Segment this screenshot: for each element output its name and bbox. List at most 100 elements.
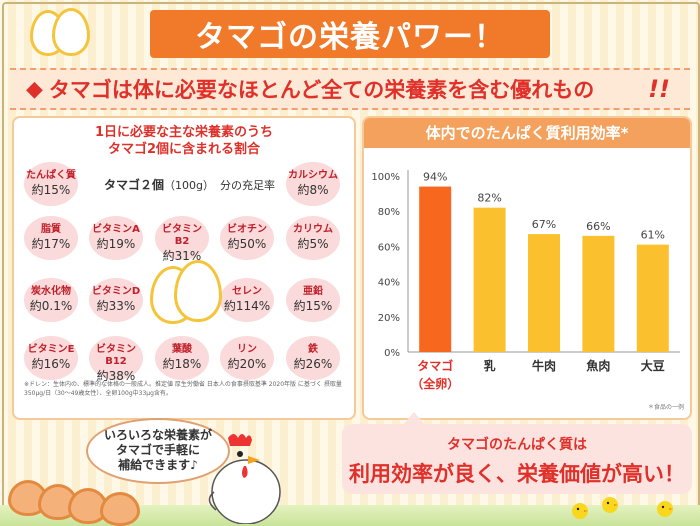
- nutrient-name: ビオチン: [227, 224, 267, 235]
- nutrient-vitamin-a: ビタミンA 約19%: [89, 216, 143, 260]
- nutrient-value: 約20%: [227, 357, 267, 371]
- nutrient-carbohydrate: 炭水化物 約0.1%: [24, 278, 78, 322]
- nutrient-value: 約0.1%: [29, 299, 73, 313]
- x-tick-label: 大豆: [641, 358, 665, 373]
- nutrient-heading-line2: タマゴ2個に含まれる割合: [107, 142, 261, 157]
- bar-value-label: 82%: [477, 192, 501, 205]
- nutrient-value: 約26%: [293, 357, 333, 371]
- protein-efficiency-panel: 体内でのたんぱく質利用効率* 0% 20% 40% 60% 80% 100% 94% タマゴ 8…: [362, 116, 692, 420]
- y-tick-label: 100%: [371, 172, 400, 183]
- chick-icon: [572, 503, 588, 519]
- chart-bar: [473, 207, 506, 352]
- speech-bubble: いろいろな栄養素が タマゴで手軽に 補給できます♪: [86, 418, 230, 484]
- x-tick-label: 魚肉: [586, 358, 610, 373]
- nutrient-name: カルシウム: [288, 170, 338, 181]
- nutrient-value: 約15%: [31, 183, 71, 197]
- diamond-icon: ◆: [26, 76, 43, 102]
- nutrient-caption: タマゴ２個（100g） 分の充足率: [104, 176, 275, 193]
- nutrient-vitamin-b12: ビタミンB12 約38%: [89, 336, 143, 383]
- speech-line3: 補給できます♪: [118, 458, 198, 472]
- chart-bar: [528, 234, 560, 352]
- nutrient-selenium: セレン 約114%: [220, 278, 274, 322]
- chart-footnote: ＊食品の一例: [647, 404, 684, 411]
- nutrient-vitamin-d: ビタミンD 約33%: [89, 278, 143, 322]
- bar-value-label: 66%: [586, 220, 610, 233]
- nutrient-value: 約18%: [162, 357, 202, 371]
- nutrient-panel: 1日に必要な主な栄養素のうち タマゴ2個に含まれる割合 タマゴ２個（100g） 分…: [12, 116, 356, 420]
- x-tick-label: 乳: [484, 358, 496, 373]
- nutrient-heading-line1: 1日に必要な主な栄養素のうち: [94, 125, 274, 140]
- nutrient-iron: 鉄 約26%: [286, 336, 340, 380]
- chick-icon: [602, 497, 618, 513]
- nutrient-value: 約50%: [227, 237, 267, 251]
- nutrient-zinc: 亜鉛 約15%: [286, 278, 340, 322]
- bar-value-label: 61%: [641, 229, 665, 242]
- nutrient-name: ビタミンE: [27, 344, 75, 355]
- x-tick-label: タマゴ: [417, 358, 453, 373]
- egg-icon: [100, 492, 140, 526]
- nutrient-value: 約8%: [297, 183, 329, 197]
- nutrient-folate: 葉酸 約18%: [155, 336, 209, 380]
- nutrient-name: ビタミンD: [91, 286, 141, 297]
- callout-line1: タマゴのたんぱく質は: [447, 437, 587, 453]
- caption-rest: 分の充足率: [220, 179, 275, 192]
- grass-strip: [0, 505, 700, 526]
- bar-value-label: 67%: [532, 218, 556, 231]
- subheading-text: タマゴは体に必要なほとんど全ての栄養素を含む優れもの: [48, 78, 595, 102]
- callout-line2: 利用効率が良く、栄養価値が高い！: [349, 462, 685, 486]
- chart-bar: [582, 235, 615, 352]
- nutrient-vitamin-b2: ビタミンB2 約31%: [155, 216, 209, 263]
- nutrient-name: セレン: [232, 286, 262, 297]
- nutrient-footnote: ※ドレン：生体内の、標準的な体格の一般成人。推定値 厚生労働省 日本人の食事摂取…: [24, 381, 342, 397]
- nutrient-vitamin-e: ビタミンE 約16%: [24, 336, 78, 380]
- callout-tail: [402, 412, 426, 426]
- caption-weight: （100g）: [164, 179, 214, 192]
- callout-box: タマゴのたんぱく質は 利用効率が良く、栄養価値が高い！: [342, 424, 692, 494]
- x-tick-label: 牛肉: [532, 358, 556, 373]
- nutrient-name: 亜鉛: [303, 286, 323, 297]
- nutrient-name: たんぱく質: [26, 170, 76, 181]
- chart-bar: [636, 244, 669, 352]
- nutrient-value: 約17%: [31, 237, 71, 251]
- page-title: タマゴの栄養パワー！: [195, 20, 505, 55]
- egg-icon: [52, 8, 90, 56]
- y-tick-label: 40%: [378, 278, 400, 289]
- x-tick-sublabel: （全卵）: [411, 376, 459, 391]
- nutrient-value: 約33%: [96, 299, 136, 313]
- caption-strong: タマゴ２個: [104, 178, 165, 192]
- subheading: ◆ タマゴは体に必要なほとんど全ての栄養素を含む優れもの !!: [10, 68, 690, 110]
- chart-title: 体内でのたんぱく質利用効率*: [364, 118, 690, 148]
- speech-line1: いろいろな栄養素が: [103, 428, 212, 442]
- nutrient-name: 炭水化物: [31, 286, 71, 297]
- chicken-icon: [208, 434, 281, 524]
- nutrient-fat: 脂質 約17%: [24, 216, 78, 260]
- nutrient-name: 脂質: [41, 224, 61, 235]
- nutrient-name: カリウム: [293, 224, 333, 235]
- nutrient-value: 約38%: [96, 369, 136, 383]
- egg-icon: [174, 260, 222, 322]
- nutrient-name: ビタミンB12: [96, 344, 136, 367]
- nutrient-potassium: カリウム 約5%: [286, 216, 340, 260]
- speech-line2: タマゴで手軽に: [115, 443, 200, 457]
- chick-icon: [657, 501, 673, 517]
- title-banner: タマゴの栄養パワー！: [150, 10, 550, 58]
- nutrient-value: 約19%: [96, 237, 136, 251]
- y-tick-label: 60%: [378, 242, 400, 253]
- y-tick-label: 0%: [384, 348, 400, 359]
- nutrient-name: 葉酸: [172, 344, 192, 355]
- nutrient-name: リン: [237, 344, 257, 355]
- exclamation-mark: !!: [648, 75, 670, 103]
- y-tick-label: 80%: [378, 207, 400, 218]
- nutrient-value: 約114%: [223, 299, 271, 313]
- chart-bar: [419, 186, 452, 352]
- y-tick-label: 20%: [378, 313, 400, 324]
- nutrient-name: 鉄: [308, 344, 318, 355]
- nutrient-name: ビタミンB2: [162, 224, 202, 247]
- nutrient-value: 約5%: [297, 237, 329, 251]
- nutrient-panel-heading: 1日に必要な主な栄養素のうち タマゴ2個に含まれる割合: [14, 124, 354, 158]
- nutrient-phosphorus: リン 約20%: [220, 336, 274, 380]
- nutrient-protein: たんぱく質 約15%: [24, 162, 78, 206]
- protein-efficiency-chart: 0% 20% 40% 60% 80% 100% 94% タマゴ 82% 乳 67% 牛肉 66% 魚肉 61…: [371, 170, 680, 391]
- nutrient-value: 約15%: [293, 299, 333, 313]
